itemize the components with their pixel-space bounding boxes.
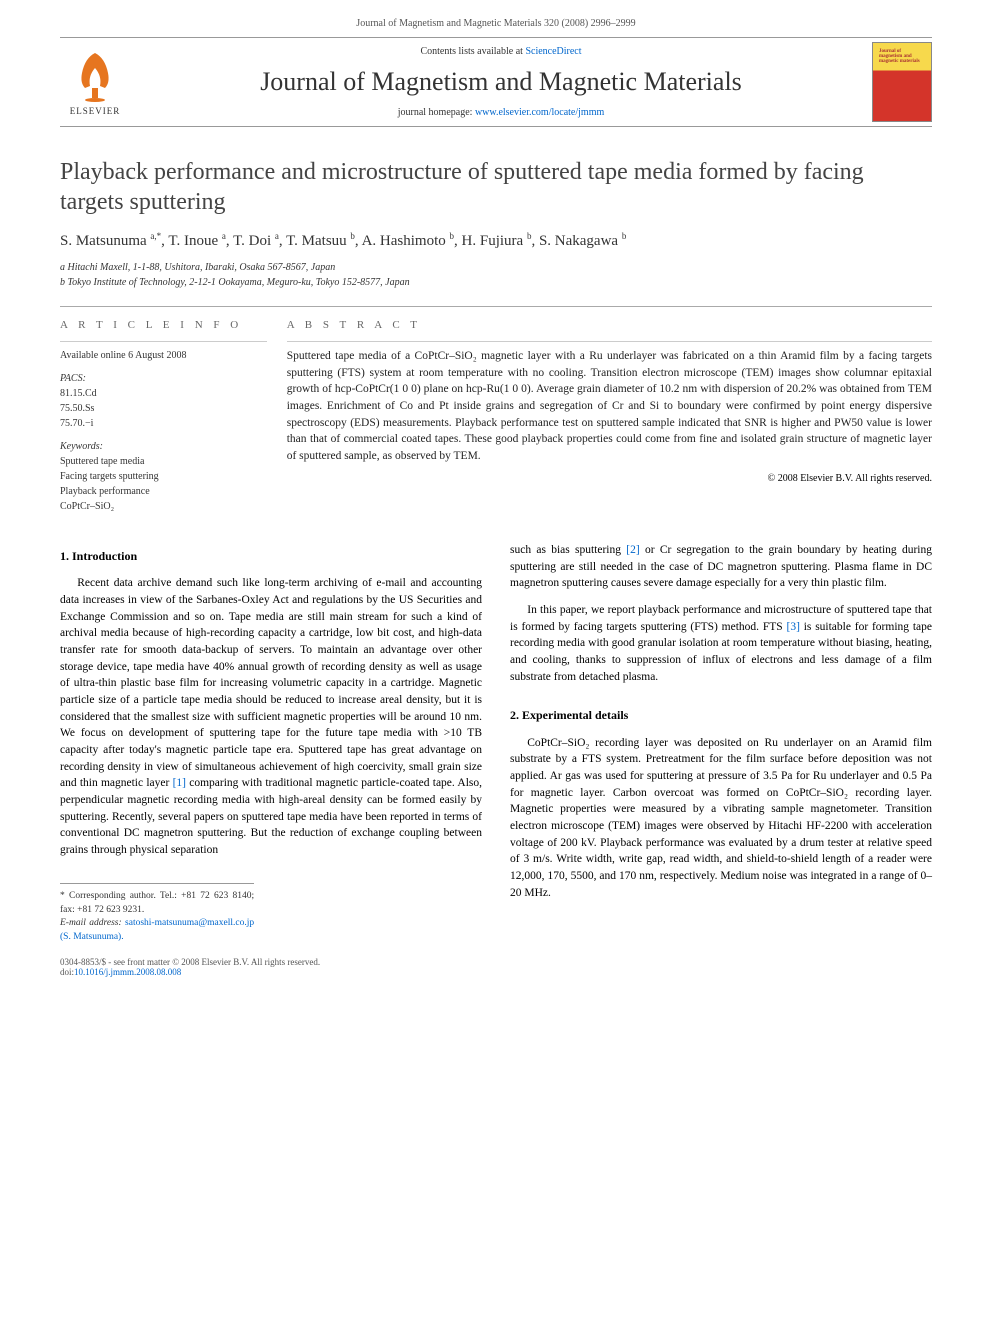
corresponding-author: * Corresponding author. Tel.: +81 72 623… (60, 890, 254, 918)
article-title: Playback performance and microstructure … (60, 157, 932, 217)
page-footer: 0304-8853/$ - see front matter © 2008 El… (60, 957, 932, 977)
article-info-column: A R T I C L E I N F O Available online 6… (60, 319, 287, 514)
pacs-code: 81.15.Cd (60, 386, 267, 401)
homepage-text: journal homepage: (398, 107, 475, 118)
affiliation-b: b Tokyo Institute of Technology, 2-12-1 … (60, 275, 932, 290)
affiliations: a Hitachi Maxell, 1-1-88, Ushitora, Ibar… (60, 260, 932, 290)
section-heading-experimental: 2. Experimental details (510, 707, 932, 724)
doi-link[interactable]: 10.1016/j.jmmm.2008.08.008 (74, 967, 181, 977)
abstract-text: Sputtered tape media of a CoPtCr–SiO₂ ma… (287, 341, 932, 465)
running-header: Journal of Magnetism and Magnetic Materi… (0, 0, 992, 37)
affiliation-a: a Hitachi Maxell, 1-1-88, Ushitora, Ibar… (60, 260, 932, 275)
intro-para-2: such as bias sputtering [2] or Cr segreg… (510, 542, 932, 592)
sciencedirect-link[interactable]: ScienceDirect (525, 46, 581, 57)
keyword: Sputtered tape media (60, 454, 267, 469)
pacs-code: 75.50.Ss (60, 401, 267, 416)
right-column: such as bias sputtering [2] or Cr segreg… (510, 542, 932, 945)
contents-text: Contents lists available at (420, 46, 525, 57)
banner-center: Contents lists available at ScienceDirec… (130, 46, 872, 118)
article-info-heading: A R T I C L E I N F O (60, 319, 267, 331)
ref-link-1[interactable]: [1] (173, 777, 186, 789)
ref-link-3[interactable]: [3] (786, 621, 799, 633)
front-matter-line: 0304-8853/$ - see front matter © 2008 El… (60, 957, 320, 967)
exp-para-1: CoPtCr–SiO₂ recording layer was deposite… (510, 735, 932, 902)
intro-para-3: In this paper, we report playback perfor… (510, 602, 932, 685)
homepage-link[interactable]: www.elsevier.com/locate/jmmm (475, 107, 604, 118)
journal-title: Journal of Magnetism and Magnetic Materi… (130, 67, 872, 97)
ref-link-2[interactable]: [2] (626, 544, 639, 556)
contents-line: Contents lists available at ScienceDirec… (130, 46, 872, 57)
keyword: Playback performance (60, 484, 267, 499)
section-heading-intro: 1. Introduction (60, 548, 482, 565)
journal-banner: ELSEVIER Contents lists available at Sci… (60, 37, 932, 127)
doi-line: doi:10.1016/j.jmmm.2008.08.008 (60, 967, 320, 977)
journal-cover-text: Journal of magnetism and magnetic materi… (877, 47, 927, 66)
abstract-heading: A B S T R A C T (287, 319, 932, 331)
keyword: Facing targets sputtering (60, 469, 267, 484)
email-line: E-mail address: satoshi-matsunuma@maxell… (60, 917, 254, 945)
homepage-line: journal homepage: www.elsevier.com/locat… (130, 107, 872, 118)
abstract-copyright: © 2008 Elsevier B.V. All rights reserved… (287, 473, 932, 484)
author-list: S. Matsunuma a,*, T. Inoue a, T. Doi a, … (60, 231, 932, 250)
keywords-label: Keywords: (60, 439, 267, 454)
elsevier-tree-icon (70, 48, 120, 103)
keyword: CoPtCr–SiO₂ (60, 499, 267, 514)
journal-cover-thumbnail: Journal of magnetism and magnetic materi… (872, 42, 932, 122)
footnotes: * Corresponding author. Tel.: +81 72 623… (60, 883, 254, 945)
left-column: 1. Introduction Recent data archive dema… (60, 542, 482, 945)
elsevier-logo: ELSEVIER (60, 42, 130, 122)
pacs-label: PACS: (60, 371, 267, 386)
publisher-name: ELSEVIER (70, 106, 121, 116)
intro-para-1: Recent data archive demand such like lon… (60, 575, 482, 858)
available-online: Available online 6 August 2008 (60, 348, 267, 363)
abstract-column: A B S T R A C T Sputtered tape media of … (287, 319, 932, 514)
pacs-code: 75.70.−i (60, 416, 267, 431)
